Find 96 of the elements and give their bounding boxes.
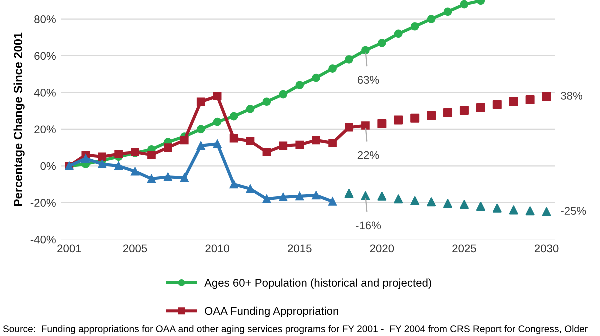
point (509, 206, 518, 215)
data-label: -16% (356, 222, 382, 230)
point (444, 199, 453, 208)
point (82, 154, 90, 163)
point (164, 172, 172, 182)
data-label: 22% (358, 151, 380, 160)
point (196, 98, 206, 106)
data-label: 63% (358, 76, 380, 84)
point (345, 123, 354, 132)
point (344, 189, 354, 198)
point (180, 136, 189, 145)
point (246, 105, 255, 114)
data-label: 38% (561, 92, 582, 100)
source-note: Source: Funding appropriations for OAA and other aging services programs for FY 2001 - FY 2004 from CRS Report for Congress, Older (3, 325, 588, 334)
point (362, 122, 370, 130)
point (427, 15, 436, 24)
point (328, 139, 337, 148)
point (230, 180, 238, 189)
point (296, 81, 304, 90)
point (262, 98, 272, 106)
x-tick-label: 2025 (452, 244, 476, 253)
point (394, 116, 404, 125)
y-tick-label: 20% (34, 126, 56, 134)
point (262, 195, 272, 204)
point (542, 208, 552, 217)
point (131, 167, 140, 176)
y-tick-label: 40% (34, 88, 56, 97)
point (279, 142, 288, 150)
point (427, 111, 436, 120)
point (378, 38, 386, 48)
point (148, 174, 156, 184)
point (460, 106, 469, 116)
point (213, 118, 222, 126)
point (196, 125, 206, 134)
point (180, 174, 189, 182)
point (98, 160, 107, 168)
point (114, 162, 123, 170)
x-tick-label: 2020 (370, 244, 394, 253)
point (476, 103, 486, 112)
legend-label: Ages 60+ Population (historical and projected) (204, 278, 432, 290)
point (230, 134, 238, 143)
x-tick-label: 2010 (206, 244, 230, 253)
point (476, 202, 486, 212)
point (526, 96, 535, 105)
x-tick-label: 2001 (58, 244, 82, 253)
point (213, 140, 222, 148)
point (394, 194, 404, 204)
point (312, 136, 320, 145)
x-tick-label: 2030 (534, 244, 559, 253)
point (328, 198, 337, 206)
point (361, 192, 370, 201)
point (98, 152, 107, 162)
point (296, 140, 304, 150)
y-tick-label: 80% (34, 16, 56, 24)
point (213, 92, 222, 101)
point (460, 200, 469, 210)
point (444, 8, 452, 16)
point (328, 64, 337, 74)
y-tick-label: -40% (30, 236, 56, 244)
point (279, 90, 288, 99)
point (410, 196, 420, 206)
x-tick-label: 2005 (123, 244, 148, 253)
point (542, 92, 552, 102)
point (312, 74, 320, 82)
point (262, 148, 272, 157)
x-tick-label: 2015 (288, 244, 312, 253)
y-tick-label: -20% (30, 199, 56, 207)
y-tick-label: 0% (40, 162, 56, 170)
point (296, 192, 304, 201)
point (164, 144, 172, 152)
y-axis-title: Percentage Change Since 2001 (14, 32, 25, 206)
point (410, 22, 420, 31)
point (148, 150, 156, 160)
point (362, 46, 370, 55)
point (378, 119, 387, 128)
point (394, 30, 403, 38)
y-tick-label: 60% (34, 52, 56, 60)
point (509, 97, 518, 106)
point (410, 114, 420, 123)
point (312, 191, 320, 200)
point (444, 108, 453, 118)
point (114, 150, 123, 158)
legend-label: OAA Funding Appropriation (205, 306, 338, 318)
point (378, 192, 387, 201)
point (460, 0, 469, 9)
point (279, 193, 288, 202)
point (526, 206, 535, 216)
point (345, 55, 354, 64)
point (246, 184, 255, 194)
point (427, 198, 436, 207)
point (230, 112, 238, 121)
data-label: -25% (561, 207, 586, 216)
point (492, 204, 502, 213)
point (196, 142, 206, 150)
point (246, 137, 255, 146)
point (492, 100, 502, 110)
